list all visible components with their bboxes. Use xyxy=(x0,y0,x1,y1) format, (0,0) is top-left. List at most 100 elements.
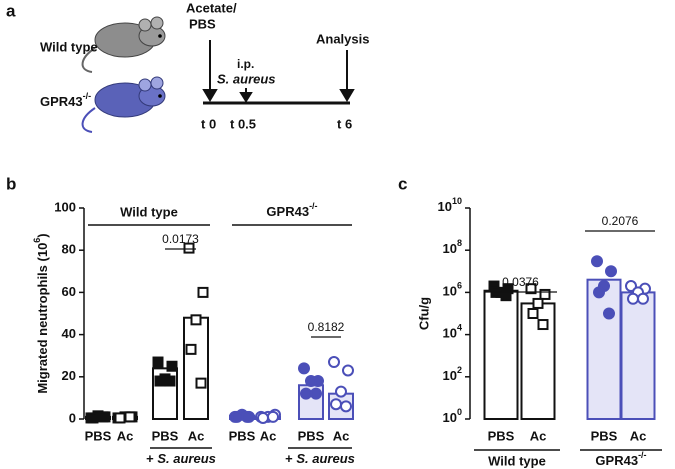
y-tick-label: 100 xyxy=(54,199,76,214)
y-tick-label: 80 xyxy=(62,242,76,257)
superscript: 6 xyxy=(32,238,42,243)
data-point xyxy=(166,360,178,372)
event-label: PBS xyxy=(189,16,216,31)
y-tick-label: 0 xyxy=(69,410,76,425)
data-point xyxy=(310,387,322,400)
superscript: -/- xyxy=(83,91,92,101)
label-text: 10 xyxy=(443,368,457,383)
x-tick-label: Ac xyxy=(530,428,547,443)
p-value: 0.0173 xyxy=(162,232,199,246)
superscript: 6 xyxy=(457,281,462,291)
data-point xyxy=(525,283,537,295)
label-text: 10 xyxy=(438,199,452,214)
label-text: + xyxy=(146,451,154,466)
event-label: Acetate/ xyxy=(186,0,237,15)
y-axis-label: Cfu/g xyxy=(416,297,431,330)
data-point xyxy=(591,255,603,268)
label-text: GPR43 xyxy=(266,204,309,219)
label: GPR43-/- xyxy=(266,201,317,219)
x-tick-label: Ac xyxy=(188,428,205,443)
data-point xyxy=(185,343,197,355)
panel-letter: b xyxy=(6,174,16,193)
data-point xyxy=(298,362,310,375)
group-label: Wild type xyxy=(488,453,546,468)
x-tick-label: Ac xyxy=(117,428,134,443)
data-point xyxy=(335,385,347,398)
bar xyxy=(620,291,656,420)
panel-letter: a xyxy=(6,1,16,20)
superscript: 2 xyxy=(457,365,462,375)
group-label: + S. aureus xyxy=(146,451,216,466)
y-tick-label: 60 xyxy=(62,284,76,299)
label-text: 10 xyxy=(443,326,457,341)
data-point xyxy=(183,242,195,254)
superscript: 4 xyxy=(457,323,462,333)
p-value: 0.8182 xyxy=(308,320,345,334)
data-point xyxy=(305,375,317,388)
x-tick-label: PBS xyxy=(591,428,618,443)
data-point xyxy=(87,412,99,424)
x-tick-label: Ac xyxy=(260,428,277,443)
data-point xyxy=(190,314,202,326)
label: 100 xyxy=(443,407,462,425)
label: GPR43-/- xyxy=(595,450,646,468)
p-value: 0.0376 xyxy=(502,275,539,289)
x-tick-label: Ac xyxy=(333,428,350,443)
mouse-label: Wild type xyxy=(40,39,98,54)
data-point xyxy=(330,398,342,411)
p-value: 0.2076 xyxy=(602,214,639,228)
mouse-ko xyxy=(81,76,166,133)
data-point xyxy=(342,364,354,377)
data-point xyxy=(267,410,279,423)
x-tick-label: PBS xyxy=(488,428,515,443)
data-point xyxy=(300,387,312,400)
label-text: S. aureus xyxy=(296,451,355,466)
data-point xyxy=(537,319,549,331)
panel-letter: c xyxy=(398,174,407,193)
data-point xyxy=(603,307,615,320)
data-point xyxy=(257,411,269,424)
data-point xyxy=(152,356,164,368)
event-label: S. aureus xyxy=(217,71,276,86)
event-label: i.p. xyxy=(237,57,254,71)
label: GPR43 xyxy=(40,94,83,109)
label: 104 xyxy=(443,323,462,341)
time-label: t 6 xyxy=(337,116,352,131)
time-label: t 0 xyxy=(201,116,216,131)
bar xyxy=(586,278,622,420)
label: 106 xyxy=(443,281,462,299)
group-label: Wild type xyxy=(120,204,178,219)
label: 108 xyxy=(443,239,462,257)
label-text: Migrated neutrophils (10 xyxy=(35,243,50,394)
mouse-label: GPR43-/- xyxy=(40,91,91,109)
data-point xyxy=(164,375,176,387)
data-point xyxy=(154,375,166,387)
arrows xyxy=(202,40,355,103)
x-tick-label: PBS xyxy=(298,428,325,443)
label: 102 xyxy=(443,365,462,383)
y-tick-label: 40 xyxy=(62,326,76,341)
data-point xyxy=(532,297,544,309)
data-point xyxy=(195,377,207,389)
superscript: 10 xyxy=(452,196,462,206)
data-point xyxy=(593,286,605,299)
x-tick-label: Ac xyxy=(630,428,647,443)
label-text: + xyxy=(285,451,293,466)
y-tick-label: 20 xyxy=(62,368,76,383)
data-point xyxy=(539,288,551,300)
data-point xyxy=(114,412,126,424)
group-label: + S. aureus xyxy=(285,451,355,466)
bar xyxy=(483,289,519,420)
data-point xyxy=(605,265,617,278)
event-label: Analysis xyxy=(316,31,369,46)
data-point xyxy=(527,308,539,319)
label-text: S. aureus xyxy=(157,451,216,466)
data-point xyxy=(328,356,340,369)
data-point xyxy=(627,292,639,305)
data-point xyxy=(340,400,352,413)
data-point xyxy=(241,410,253,423)
superscript: -/- xyxy=(638,450,647,460)
superscript: 0 xyxy=(457,407,462,417)
superscript: -/- xyxy=(309,201,318,211)
data-point xyxy=(124,411,136,423)
